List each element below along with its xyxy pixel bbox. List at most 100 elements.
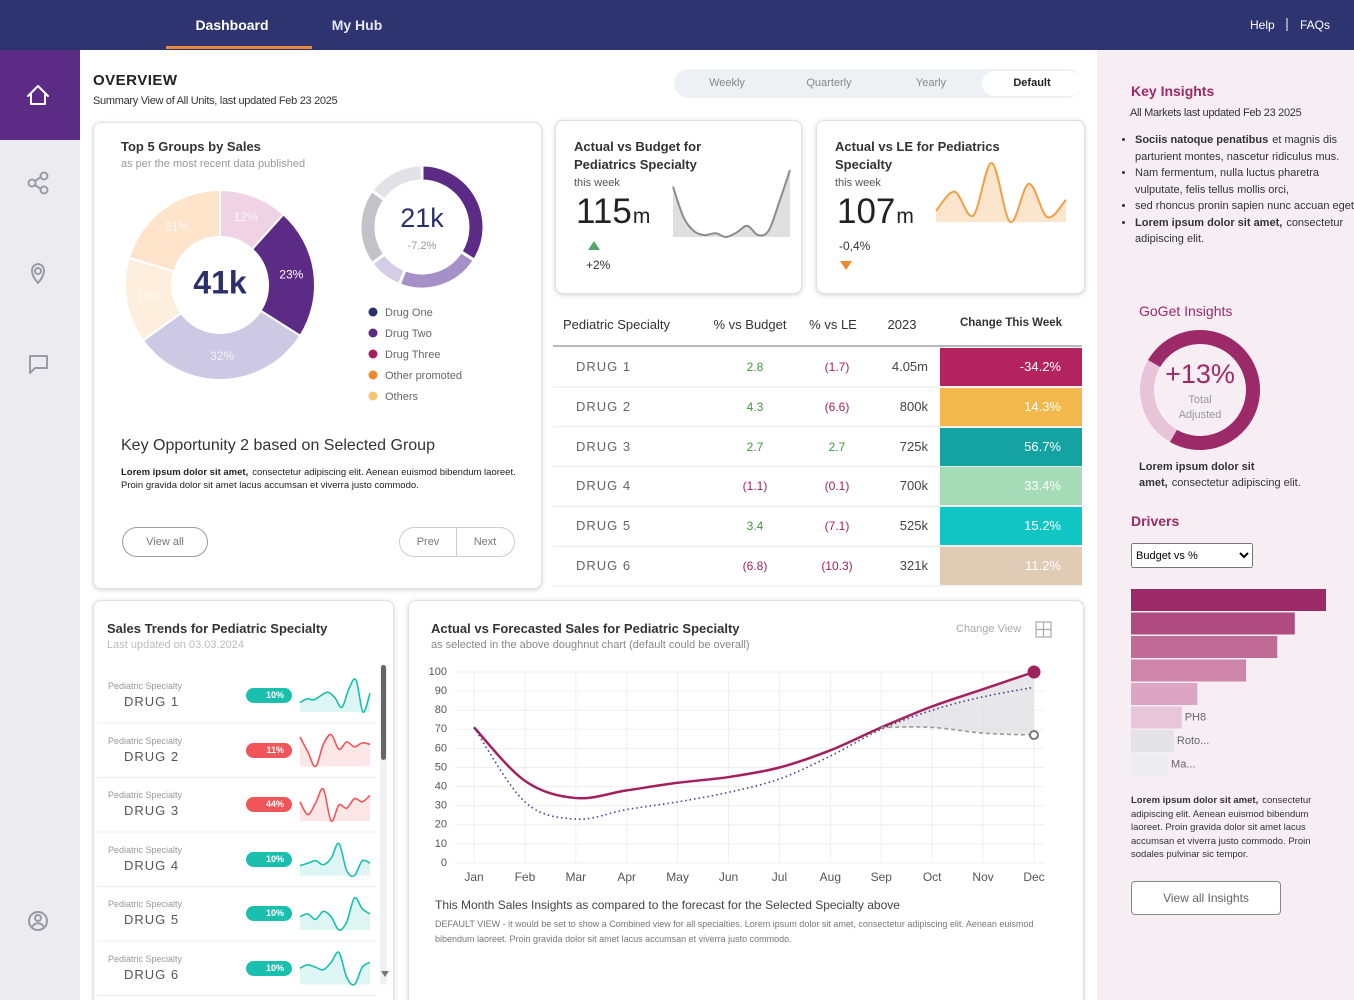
scroll-track bbox=[380, 665, 387, 985]
drivers-text: Lorem ipsum dolor sit amet, consectetur a… bbox=[1131, 794, 1331, 862]
item-name: DRUG 1 bbox=[124, 694, 180, 709]
item-name: DRUG 2 bbox=[124, 748, 180, 764]
lead-text: Lorem ipsum dolor sit amet, bbox=[121, 467, 249, 478]
table-header: % vs Budget bbox=[713, 317, 787, 332]
change-badge: 10% bbox=[246, 851, 292, 867]
cell-name: DRUG 2 bbox=[576, 398, 632, 414]
item-category: Pediatric Specialty bbox=[108, 735, 183, 746]
tab-underline bbox=[166, 46, 312, 49]
cell-name: DRUG 3 bbox=[576, 438, 632, 454]
cell-change: 14.3% bbox=[940, 387, 1082, 426]
button[interactable]: Next bbox=[473, 536, 497, 548]
kpi-title: Actual vs Budget for Pediatrics Specialt… bbox=[574, 139, 702, 172]
cell-number: 2.7 bbox=[746, 439, 764, 454]
item-category: Pediatric Specialty bbox=[108, 844, 183, 855]
nav-tab[interactable]: Dashboard bbox=[195, 17, 269, 33]
change-badge: 10% bbox=[246, 906, 292, 921]
kpi-value: 107 bbox=[837, 192, 896, 231]
period-option[interactable]: Default bbox=[982, 71, 1082, 96]
cell-number: 4.05m bbox=[891, 359, 928, 374]
goget-text: Lorem ipsum dolor sit amet, consectetur a… bbox=[1139, 459, 1324, 491]
kpi-period: this week bbox=[835, 177, 881, 189]
period-option[interactable]: Yearly bbox=[915, 77, 947, 89]
top-bar bbox=[0, 0, 1354, 50]
item-name: DRUG 3 bbox=[124, 803, 180, 818]
kpi-change: -0,4% bbox=[839, 239, 871, 253]
sidebar-title: Key Insights bbox=[1131, 83, 1215, 99]
cell-change: -34.2% bbox=[940, 348, 1082, 386]
cell-change: 56.7% bbox=[940, 427, 1082, 466]
item-name: DRUG 4 bbox=[124, 857, 180, 873]
cell-number: (6.8) bbox=[742, 559, 768, 573]
table-header: 2023 bbox=[887, 317, 917, 332]
lead-text: Lorem ipsum dolor sit amet, bbox=[1135, 216, 1283, 229]
cell-number: 2.8 bbox=[746, 360, 764, 374]
cell-number: (1.1) bbox=[742, 479, 768, 494]
cell-number: 725k bbox=[899, 438, 928, 454]
cell-change: 11.2% bbox=[940, 547, 1082, 585]
nav-tab[interactable]: My Hub bbox=[331, 17, 383, 33]
section-title: Drivers bbox=[1131, 513, 1180, 529]
item-category: Pediatric Specialty bbox=[108, 790, 183, 800]
kpi-unit: m bbox=[632, 205, 651, 228]
item-name: DRUG 6 bbox=[124, 966, 180, 982]
button[interactable]: View all Insights bbox=[1131, 881, 1281, 915]
body-text: consectetur adipiscing elit. bbox=[1135, 216, 1344, 246]
page-title: OVERVIEW bbox=[93, 72, 178, 89]
cell-name: DRUG 1 bbox=[576, 359, 632, 374]
insight-item: Lorem ipsum dolor sit amet,consectetur a… bbox=[1135, 215, 1354, 248]
chart-note: DEFAULT VIEW - it would be set to show a… bbox=[435, 919, 1034, 944]
item-name: DRUG 5 bbox=[124, 912, 180, 927]
item-category: Pediatric Specialty bbox=[108, 953, 183, 964]
kpi-value: 115 bbox=[576, 192, 632, 231]
cell-number: (7.1) bbox=[824, 519, 850, 534]
change-view[interactable]: Change View bbox=[956, 623, 1022, 635]
change-badge: 10% bbox=[246, 960, 292, 976]
item-category: Pediatric Specialty bbox=[108, 681, 183, 691]
nav-link[interactable]: FAQs bbox=[1300, 18, 1331, 32]
cell-number: 800k bbox=[899, 398, 928, 414]
period-option[interactable]: Quarterly bbox=[806, 77, 852, 89]
card-title: Top 5 Groups by Sales bbox=[121, 139, 261, 154]
change-badge: 10% bbox=[246, 688, 292, 703]
card-title: Sales Trends for Pediatric Specialty bbox=[107, 621, 328, 636]
item-category: Pediatric Specialty bbox=[108, 899, 183, 909]
cell-name: DRUG 6 bbox=[576, 558, 632, 573]
scroll-thumb[interactable] bbox=[381, 665, 386, 760]
insight-item: Nam fermentum, nulla luctus pharetra vul… bbox=[1135, 165, 1354, 198]
cell-number: 3.4 bbox=[746, 519, 764, 534]
cell-change: 15.2% bbox=[940, 507, 1082, 546]
cell-name: DRUG 4 bbox=[576, 478, 632, 494]
sidebar bbox=[1097, 50, 1354, 1000]
icon-rail bbox=[0, 50, 80, 1000]
kpi-unit: m bbox=[896, 205, 914, 228]
cell-number: (1.7) bbox=[824, 360, 850, 374]
insight-item: sed rhoncus pronin sapien nunc accuan eg… bbox=[1135, 198, 1354, 215]
cell-number: 321k bbox=[899, 558, 928, 573]
kpi-value-group: 107m bbox=[837, 192, 914, 232]
lead-text: Lorem ipsum dolor sit amet, bbox=[1139, 461, 1255, 489]
card-subtitle: Last updated on 03.03.2024 bbox=[107, 639, 245, 651]
page-subtitle: Summary View of All Units, last updated … bbox=[93, 95, 338, 107]
period-option[interactable]: Weekly bbox=[709, 77, 745, 89]
table-header: Change This Week bbox=[959, 317, 1063, 329]
kpi-period: this week bbox=[574, 177, 620, 189]
cell-number: (6.6) bbox=[824, 399, 850, 414]
table-header: % vs LE bbox=[809, 317, 857, 332]
kpi-change: +2% bbox=[586, 258, 611, 272]
driver-select[interactable]: Budget vs % bbox=[1131, 543, 1253, 568]
card-title: Actual vs Forecasted Sales for Pediatric… bbox=[431, 621, 740, 636]
nav-link[interactable]: Help bbox=[1250, 18, 1275, 32]
sidebar-subtitle: All Markets last updated Feb 23 2025 bbox=[1130, 107, 1302, 119]
card-subtitle: as selected in the above doughnut chart … bbox=[431, 639, 750, 651]
button[interactable]: Prev bbox=[400, 528, 457, 556]
cell-number: 525k bbox=[899, 518, 928, 534]
body-text: et magnis dis parturient montes, nascetu… bbox=[1135, 134, 1340, 163]
lead-text: Lorem ipsum dolor sit amet, bbox=[1131, 795, 1259, 806]
opportunity-text: Lorem ipsum dolor sit amet, consectetur a… bbox=[121, 466, 516, 492]
button[interactable]: View all bbox=[122, 527, 208, 557]
cell-change: 33.4% bbox=[940, 467, 1082, 506]
